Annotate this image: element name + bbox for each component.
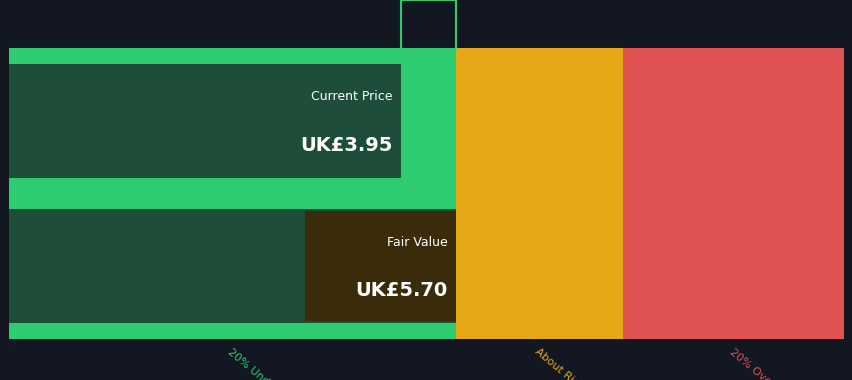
Text: 20% Overvalued: 20% Overvalued [727, 347, 804, 380]
Text: Fair Value: Fair Value [386, 236, 446, 249]
Bar [118, 66, 400, 176]
Bar [9, 64, 400, 178]
Bar [9, 194, 455, 209]
Text: About Right: About Right [532, 347, 589, 380]
Bar [9, 49, 455, 339]
Bar [9, 209, 455, 323]
Bar [9, 323, 455, 339]
Text: UK£3.95: UK£3.95 [300, 136, 392, 155]
Bar [622, 49, 843, 339]
Bar [305, 211, 455, 321]
Bar [9, 178, 400, 194]
Bar [9, 186, 455, 201]
Text: Current Price: Current Price [310, 90, 392, 103]
Bar [9, 49, 400, 64]
Text: 20% Undervalued: 20% Undervalued [226, 347, 308, 380]
Bar [455, 49, 622, 339]
Text: UK£5.70: UK£5.70 [354, 281, 446, 300]
